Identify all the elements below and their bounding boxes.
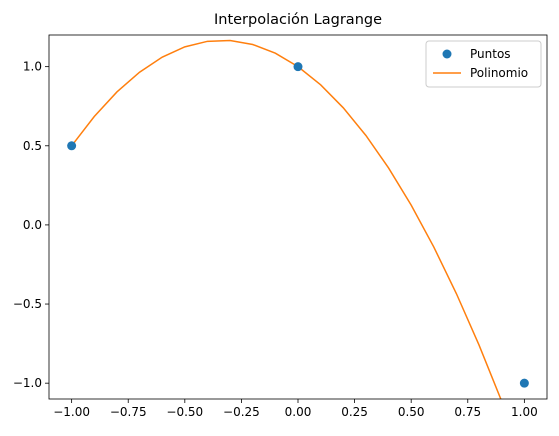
axes: −1.00 −0.75 −0.50 −0.25 0.00 0.25 0.50 0.75 1.00… (13, 34, 548, 419)
legend-marker-puntos (442, 49, 452, 59)
x-tick-label: 0.00 (285, 405, 312, 419)
y-tick-label: −0.5 (13, 297, 42, 311)
x-tick-label: 0.75 (454, 405, 481, 419)
legend-label-polinomio: Polinomio (470, 66, 528, 80)
legend-box (425, 40, 542, 88)
x-tick-label: −0.25 (223, 405, 260, 419)
x-tick-label: −1.00 (53, 405, 90, 419)
axes-frame (48, 34, 548, 400)
legend-label-puntos: Puntos (470, 47, 511, 61)
data-point-puntos (67, 141, 77, 151)
y-tick-label: 1.0 (23, 60, 42, 74)
chart-title: Interpolación Lagrange (214, 12, 382, 28)
y-tick-label: 0.5 (23, 139, 42, 153)
data-point-puntos (293, 62, 303, 72)
plot-area (67, 39, 529, 399)
x-tick-label: 0.25 (341, 405, 368, 419)
x-tick-label: −0.50 (166, 405, 203, 419)
x-tick-label: 1.00 (511, 405, 538, 419)
data-point-puntos (519, 378, 529, 388)
legend: Puntos Polinomio (425, 40, 542, 88)
series-line-polinomio (71, 39, 502, 399)
x-tick-label: −0.75 (110, 405, 147, 419)
y-tick-label: 0.0 (23, 218, 42, 232)
x-tick-label: 0.50 (398, 405, 425, 419)
y-tick-label: −1.0 (13, 376, 42, 390)
